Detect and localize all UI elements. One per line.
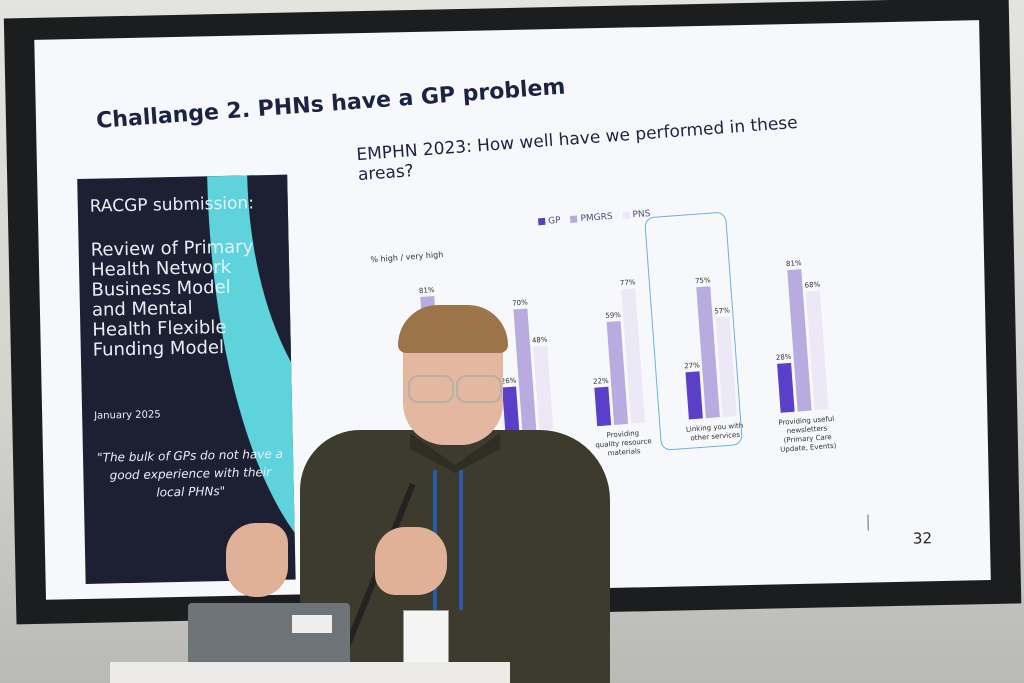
- document-title: Review of Primary Health Network Busines…: [90, 236, 254, 361]
- bar-pmgrs-1: [513, 308, 537, 432]
- laptop-sticker: [292, 615, 332, 633]
- bar-pns-2: [621, 288, 646, 424]
- glasses: [400, 375, 506, 403]
- category-label-2: Providingquality resourcematerials: [594, 428, 652, 458]
- bar-pmgrs-3: [696, 286, 720, 419]
- chart-title: EMPHN 2023: How well have we performed i…: [355, 112, 799, 186]
- bar-value-label: 81%: [419, 286, 435, 295]
- bar-value-label: 77%: [620, 278, 636, 287]
- category-label-4: Providing usefulnewsletters(Primary Care…: [778, 415, 837, 454]
- bar-value-label: 27%: [684, 361, 700, 370]
- bar-pns-4: [805, 290, 829, 411]
- bar-value-label: 22%: [593, 377, 609, 386]
- presenter-right-hand: [375, 527, 447, 595]
- bar-pns-3: [715, 316, 737, 417]
- bar-pmgrs-4: [787, 269, 812, 412]
- bar-value-label: 57%: [714, 306, 730, 315]
- bar-value-label: 28%: [776, 353, 792, 362]
- bar-gp-3: [685, 371, 703, 420]
- document-date: January 2025: [94, 409, 161, 422]
- bar-value-label: 75%: [695, 276, 711, 285]
- laptop: [188, 603, 350, 665]
- highlighted-category-box: [644, 211, 743, 451]
- bar-value-label: 59%: [605, 311, 621, 320]
- slide-page-number: 32: [912, 529, 933, 548]
- bar-pns-1: [533, 345, 554, 431]
- y-axis-label: % high / very high: [370, 250, 443, 264]
- presenter: [226, 305, 610, 683]
- bar-value-label: 81%: [786, 259, 802, 268]
- slide-title: Challange 2. PHNs have a GP problem: [95, 74, 567, 134]
- bar-gp-1: [502, 386, 520, 433]
- bar-pmgrs-2: [606, 320, 629, 425]
- bar-gp-2: [594, 386, 612, 427]
- category-label-3: Linking you withother services: [686, 422, 744, 443]
- bar-value-label: 26%: [501, 376, 517, 385]
- podium: [110, 662, 510, 683]
- name-badge: [403, 610, 449, 670]
- bar-value-label: 48%: [532, 336, 548, 345]
- slide-divider-tick: [867, 514, 869, 531]
- bar-value-label: 68%: [804, 280, 820, 289]
- bar-gp-4: [777, 362, 795, 413]
- document-heading: RACGP submission:: [89, 193, 255, 217]
- bar-value-label: 70%: [512, 298, 528, 307]
- presenter-hair: [398, 305, 508, 353]
- presenter-left-hand: [226, 523, 288, 597]
